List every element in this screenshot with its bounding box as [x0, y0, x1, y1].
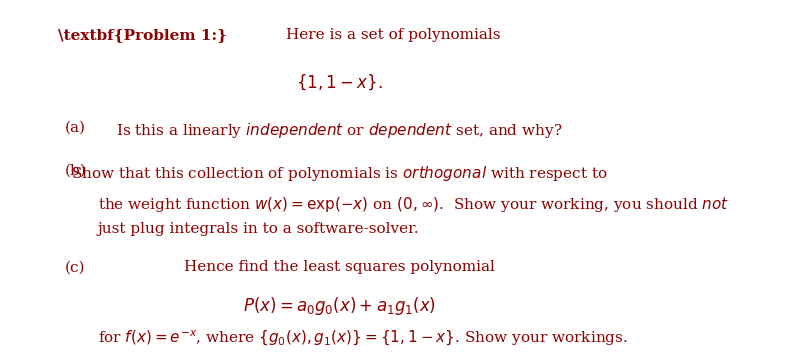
Text: Hence find the least squares polynomial: Hence find the least squares polynomial	[184, 260, 494, 274]
Text: $P(x) = a_0 g_0(x) + a_1 g_1(x)$: $P(x) = a_0 g_0(x) + a_1 g_1(x)$	[243, 295, 435, 316]
Text: $\{1, 1-x\}.$: $\{1, 1-x\}.$	[296, 73, 383, 93]
Text: Here is a set of polynomials: Here is a set of polynomials	[285, 28, 500, 42]
Text: \textbf{Problem 1:}: \textbf{Problem 1:}	[58, 28, 227, 42]
Text: (b): (b)	[64, 164, 86, 178]
Text: Show that this collection of polynomials is $\mathit{orthogonal}$ with respect t: Show that this collection of polynomials…	[71, 164, 608, 183]
Text: Is this a linearly $\mathit{independent}$ or $\mathit{dependent}$ set, and why?: Is this a linearly $\mathit{independent}…	[116, 121, 563, 140]
Text: the weight function $w(x) = \exp(-x)$ on $(0, \infty)$.  Show your working, you : the weight function $w(x) = \exp(-x)$ on…	[98, 195, 729, 214]
Text: just plug integrals in to a software-solver.: just plug integrals in to a software-sol…	[98, 222, 420, 236]
Text: (a): (a)	[64, 121, 86, 135]
Text: (c): (c)	[64, 260, 85, 274]
Text: for $f(x) = e^{-x}$, where $\{g_0(x), g_1(x)\} = \{1, 1-x\}$. Show your workings: for $f(x) = e^{-x}$, where $\{g_0(x), g_…	[98, 329, 628, 348]
